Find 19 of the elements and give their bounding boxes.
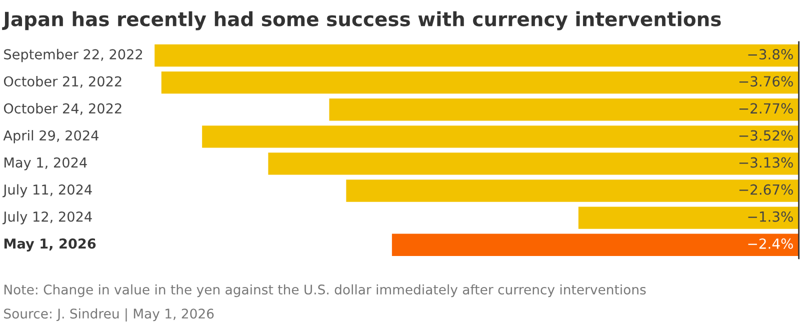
y-tick-label: April 29, 2024 — [3, 130, 98, 144]
data-label: −3.13% — [739, 157, 793, 168]
text: Note: Change in value in the yen against the U.S. dollar immediately after currency interventions — [4, 284, 646, 298]
source-note: Source: J. Sindreu | May 1, 2026 — [4, 308, 214, 322]
data-label: −3.52% — [739, 130, 793, 141]
y-tick-label: October 24, 2022 — [4, 103, 122, 115]
data-label: −2.4% — [748, 238, 793, 249]
y-tick-label: May 1, 2024 — [4, 157, 87, 170]
data-label: −1.3% — [748, 211, 793, 222]
y-tick-label: May 1, 2026 — [4, 238, 96, 252]
data-label: −3.8% — [748, 49, 793, 60]
y-tick-label: July 12, 2024 — [2, 211, 92, 224]
y-tick-label: October 21, 2022 — [4, 76, 122, 88]
y-tick-label: July 11, 2024 — [2, 184, 92, 198]
data-label: −2.67% — [739, 184, 793, 195]
data-label: −2.77% — [739, 103, 793, 114]
chart-title: Japan has recently had some success with currency interventions — [2, 11, 721, 30]
y-tick-label: September 22, 2022 — [4, 48, 142, 62]
data-label: −3.76% — [739, 76, 793, 87]
